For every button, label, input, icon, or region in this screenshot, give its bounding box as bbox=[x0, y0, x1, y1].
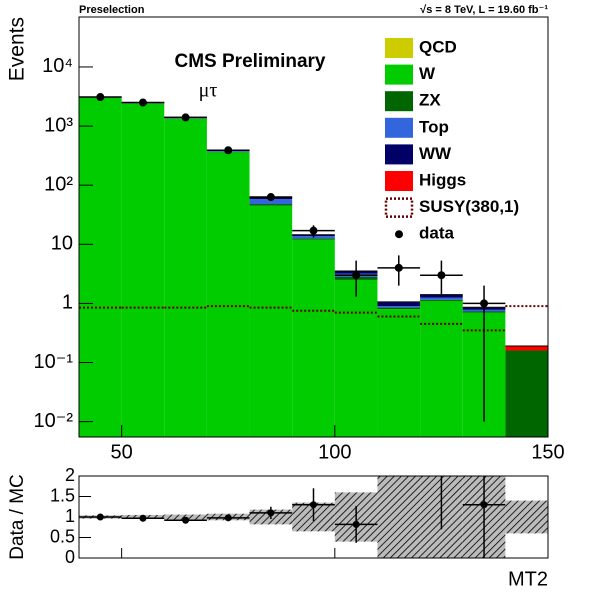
ratio-y-tick-label: 1.5 bbox=[50, 485, 75, 505]
y-tick-label: 10⁴ bbox=[42, 55, 73, 77]
y-tick-label: 10³ bbox=[44, 114, 73, 136]
legend-swatch bbox=[385, 91, 413, 112]
legend-label: W bbox=[419, 64, 436, 83]
stack-bar bbox=[420, 297, 463, 300]
data-point bbox=[480, 299, 489, 308]
ratio-point bbox=[182, 516, 190, 524]
ratio-y-axis-label: Data / MC bbox=[7, 474, 28, 560]
legend-label: SUSY(380,1) bbox=[419, 197, 519, 216]
plot-frame bbox=[78, 16, 549, 438]
legend-label: WW bbox=[419, 144, 452, 163]
legend-label: QCD bbox=[419, 37, 457, 56]
stack-bar bbox=[164, 118, 207, 437]
stack-bar bbox=[249, 205, 293, 437]
legend-marker bbox=[395, 230, 403, 239]
x-tick-label: 50 bbox=[111, 441, 133, 463]
ratio-y-tick-label: 0.5 bbox=[50, 526, 75, 546]
ratio-point bbox=[267, 509, 275, 517]
stack-bar bbox=[249, 204, 293, 206]
legend-label: ZX bbox=[419, 91, 441, 110]
stack-bar bbox=[377, 307, 421, 310]
ratio-point bbox=[480, 501, 488, 509]
x-tick-label: 100 bbox=[318, 441, 351, 463]
data-point bbox=[181, 113, 190, 122]
data-point bbox=[309, 226, 318, 235]
stack-bar bbox=[292, 238, 335, 240]
chart-subtitle: μτ bbox=[199, 80, 218, 102]
ratio-plot bbox=[79, 468, 548, 558]
legend-swatch bbox=[385, 171, 413, 191]
stack-bar bbox=[420, 299, 463, 301]
uncertainty-band bbox=[377, 476, 421, 558]
stack-bar bbox=[249, 199, 293, 205]
legend-label: Top bbox=[419, 117, 449, 136]
stack-bar bbox=[377, 306, 421, 308]
stack-bar bbox=[292, 239, 335, 437]
data-point bbox=[224, 146, 233, 155]
legend-swatch bbox=[384, 197, 414, 218]
stack-bar bbox=[206, 152, 250, 437]
top-left-label: Preselection bbox=[79, 4, 145, 16]
y-tick-label: 10 bbox=[51, 233, 73, 255]
main-plot bbox=[79, 93, 548, 437]
stack-bar bbox=[334, 279, 378, 437]
ratio-point bbox=[352, 520, 360, 528]
chart-title: CMS Preliminary bbox=[175, 51, 326, 72]
stack-bar bbox=[420, 300, 463, 437]
x-tick-label: 150 bbox=[531, 441, 564, 463]
data-point bbox=[96, 93, 105, 102]
x-axis-label: MT2 bbox=[508, 568, 548, 590]
stack-bar bbox=[377, 309, 421, 437]
ratio-point bbox=[96, 513, 104, 521]
stack-bar bbox=[79, 97, 122, 437]
ratio-point bbox=[224, 514, 232, 522]
stack-bar bbox=[505, 350, 548, 437]
uncertainty-band bbox=[505, 500, 548, 534]
y-tick-label: 10⁻² bbox=[34, 410, 74, 432]
ratio-point bbox=[139, 514, 147, 522]
legend-label: data bbox=[419, 224, 455, 243]
stack-bar bbox=[377, 302, 421, 307]
y-tick-label: 10⁻¹ bbox=[34, 351, 74, 373]
data-point bbox=[352, 271, 361, 280]
y-tick-label: 1 bbox=[62, 292, 73, 314]
y-axis-label: Events bbox=[6, 17, 29, 81]
legend-label: Higgs bbox=[419, 170, 466, 189]
top-right-label: √s = 8 TeV, L = 19.60 fb⁻¹ bbox=[420, 4, 548, 16]
ratio-point bbox=[438, 468, 445, 475]
stack-bar bbox=[505, 346, 548, 351]
data-point bbox=[138, 98, 147, 107]
y-tick-label: 10² bbox=[44, 173, 73, 195]
overlay: CMS Preliminary μτ 50 100 15010⁻²10⁻¹11010… bbox=[34, 16, 565, 567]
ratio-point bbox=[310, 501, 317, 509]
legend-swatch bbox=[385, 38, 413, 58]
data-point bbox=[266, 193, 275, 202]
legend-swatch bbox=[385, 64, 413, 85]
legend-swatch bbox=[385, 144, 413, 165]
ratio-y-tick-label: 0 bbox=[65, 547, 75, 567]
stack-bar bbox=[121, 103, 165, 437]
ratio-y-tick-label: 1 bbox=[65, 506, 75, 526]
legend-swatch bbox=[385, 117, 413, 138]
data-point bbox=[437, 271, 446, 280]
data-point bbox=[394, 263, 403, 272]
ratio-y-tick-label: 2 bbox=[65, 465, 75, 485]
